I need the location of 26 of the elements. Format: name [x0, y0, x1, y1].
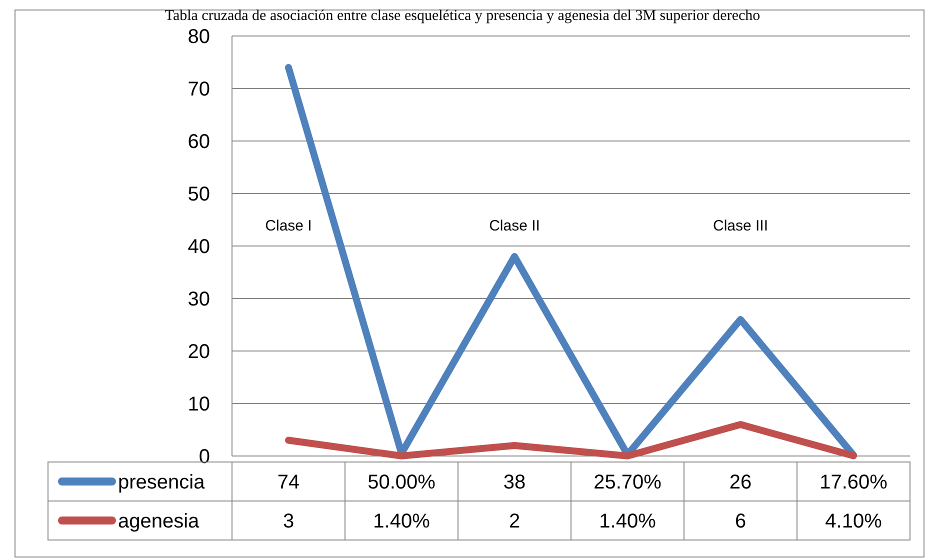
data-label: 50.00% — [368, 472, 436, 494]
y-tick-label: 10 — [188, 394, 210, 416]
legend-label: agenesia — [118, 510, 200, 532]
y-tick-label: 40 — [188, 236, 210, 258]
y-tick-label: 60 — [188, 131, 210, 153]
data-label: 74 — [277, 472, 300, 494]
y-tick-label: 80 — [188, 26, 210, 48]
data-label: 26 — [729, 472, 752, 494]
data-label: 4.10% — [825, 510, 882, 532]
data-label: 2 — [508, 510, 520, 532]
annotation: Clase I — [265, 217, 312, 234]
data-label: 38 — [503, 472, 526, 494]
legend-label: presencia — [118, 472, 206, 494]
data-label: 25.70% — [594, 472, 662, 494]
chart-title: Tabla cruzada de asociación entre clase esquelética y presencia y agenesia del 3M superior derecho — [164, 8, 760, 24]
data-label: 3 — [282, 510, 294, 532]
data-label: 17.60% — [820, 472, 888, 494]
data-label: 6 — [734, 510, 746, 532]
y-tick-label: 70 — [188, 78, 210, 100]
annotation: Clase III — [712, 217, 768, 234]
data-label: 1.40% — [373, 510, 430, 532]
annotation: Clase II — [489, 217, 540, 234]
y-tick-label: 30 — [188, 288, 210, 310]
y-tick-label: 20 — [188, 341, 210, 363]
data-label: 1.40% — [599, 510, 656, 532]
y-tick-label: 50 — [188, 184, 210, 206]
